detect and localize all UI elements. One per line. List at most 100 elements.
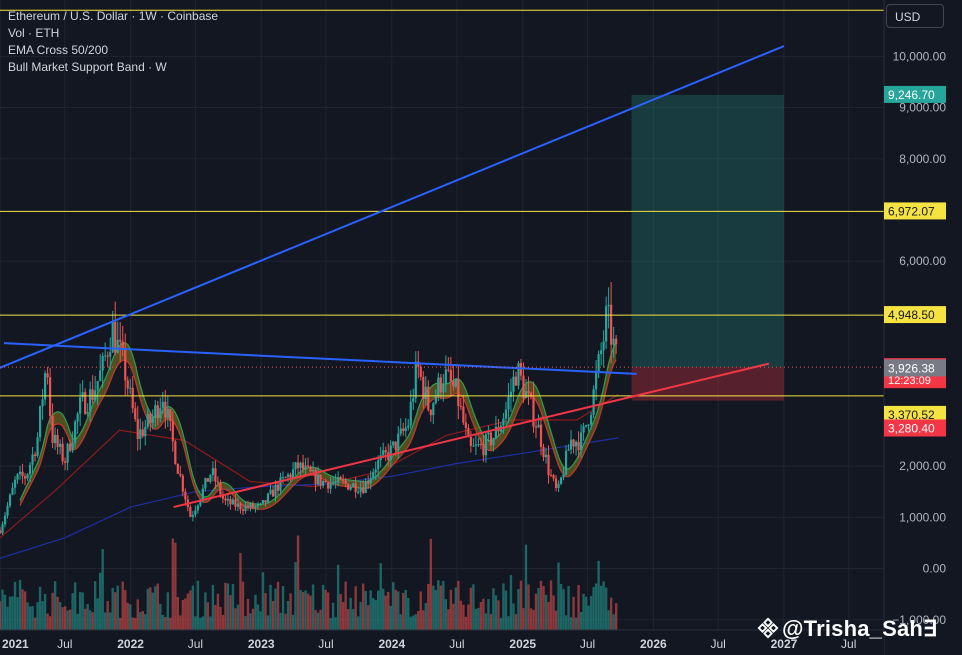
volume-bar (171, 538, 175, 630)
candle-body (437, 377, 440, 397)
candle-body (610, 304, 613, 345)
volume-bar (594, 583, 598, 630)
candle-body (139, 429, 142, 440)
volume-bar (66, 610, 69, 630)
candle-body (439, 377, 442, 393)
volume-bar (284, 613, 287, 630)
candle-body (224, 498, 227, 501)
bull-band-indicator-label[interactable]: Bull Market Support Band · W (8, 60, 167, 74)
volume-bar (269, 584, 272, 630)
candle-body (311, 469, 315, 472)
volume-indicator-label[interactable]: Vol · ETH (8, 26, 60, 40)
candle-body (176, 463, 179, 474)
volume-bar (529, 608, 533, 630)
volume-bar (124, 590, 127, 630)
volume-bar (579, 612, 583, 630)
candle-body (171, 421, 174, 442)
volume-bar (417, 611, 420, 630)
volume-bar (289, 593, 292, 630)
candle-body (424, 386, 427, 400)
volume-bar (58, 602, 62, 630)
volume-bar (477, 607, 480, 630)
volume-bar (231, 584, 235, 630)
candle-body (484, 434, 488, 456)
candle-body (527, 391, 530, 393)
candle-body (231, 499, 235, 505)
volume-bar (16, 597, 19, 630)
volume-bar (371, 598, 375, 630)
candle-body (144, 426, 147, 437)
candle-body (615, 338, 618, 345)
candle-body (86, 411, 89, 414)
candle-body (309, 466, 312, 472)
candle-body (529, 392, 533, 397)
volume-bar (216, 593, 220, 630)
candle-body (542, 447, 545, 458)
candle-body (43, 373, 47, 400)
candle-body (91, 389, 94, 401)
candle-body (502, 418, 505, 426)
candle-body (359, 487, 362, 492)
candle-body (584, 424, 588, 427)
price-label-text: 3,370.52 (888, 408, 935, 422)
candle-body (334, 481, 337, 483)
candle-body (564, 450, 568, 475)
volume-bar (382, 588, 385, 630)
candle-body (11, 487, 14, 495)
volume-bar (366, 605, 370, 630)
volume-bar (174, 542, 177, 630)
volume-bar (354, 586, 357, 630)
volume-bar (389, 605, 392, 630)
candle-body (372, 472, 375, 478)
candle-body (562, 474, 565, 478)
candle-body (8, 494, 12, 506)
volume-bar (93, 581, 97, 630)
candle-body (121, 341, 124, 348)
symbol-title[interactable]: Ethereum / U.S. Dollar · 1W · Coinbase (8, 9, 219, 23)
volume-bar (474, 609, 478, 630)
candle-body (597, 354, 600, 374)
volume-bar (544, 594, 548, 630)
candle-body (6, 505, 9, 516)
candle-body (94, 390, 97, 401)
volume-bar (43, 593, 47, 630)
volume-bar (146, 588, 149, 630)
price-label-target: 9,246.70 (884, 85, 946, 103)
candle-body (296, 462, 300, 468)
volume-bar (251, 608, 255, 630)
x-tick-label: Jul (318, 637, 333, 651)
volume-bar (519, 580, 523, 630)
volume-bar (487, 599, 490, 630)
candle-body (347, 483, 350, 490)
currency-button[interactable]: USD (886, 4, 944, 28)
candle-body (246, 505, 250, 508)
ema-cross-indicator-label[interactable]: EMA Cross 50/200 (8, 43, 109, 57)
volume-bar (194, 616, 197, 630)
volume-bar (296, 535, 300, 630)
candle-body (512, 376, 515, 392)
candle-body (602, 341, 605, 351)
volume-bar (276, 581, 280, 630)
volume-bar (33, 617, 37, 630)
volume-bar (8, 596, 12, 630)
volume-bar (614, 603, 618, 630)
volume-bar (589, 596, 593, 630)
volume-bar (319, 609, 322, 630)
candle-body (434, 396, 437, 404)
volume-bar (241, 581, 245, 630)
volume-bar (156, 583, 159, 630)
candles (0, 281, 618, 535)
candle-body (301, 462, 305, 470)
volume-bar (189, 590, 192, 630)
watermark: @Trisha_Sah∃ (757, 616, 937, 642)
volume-bar (3, 594, 7, 630)
candle-body (579, 432, 583, 451)
volume-bar (103, 612, 107, 630)
trendline-blue (3, 342, 637, 375)
candle-body (462, 406, 465, 423)
volume-bar (552, 595, 555, 630)
candle-body (469, 437, 472, 446)
volume-bar (351, 609, 355, 630)
